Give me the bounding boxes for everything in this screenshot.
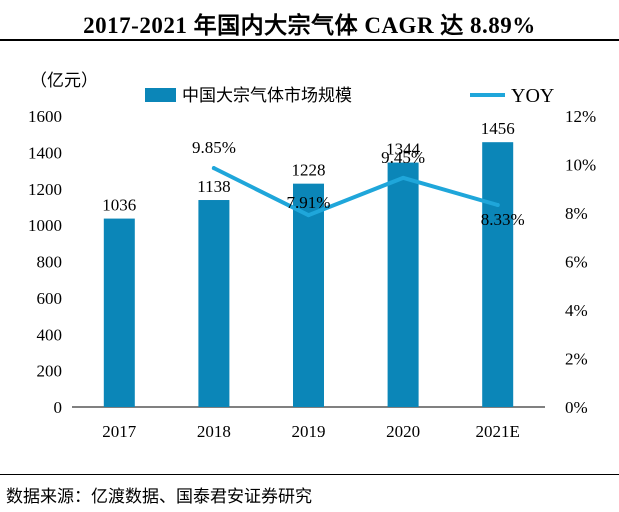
- x-tick-label: 2019: [292, 422, 326, 441]
- y-right-tick-label: 12%: [565, 107, 596, 126]
- yoy-point: [211, 166, 216, 171]
- yoy-point: [401, 175, 406, 180]
- y-right-tick-label: 8%: [565, 204, 588, 223]
- yoy-value-label: 9.45%: [381, 148, 425, 167]
- yoy-value-label: 7.91%: [287, 193, 331, 212]
- bar-series: [103, 142, 514, 407]
- y-right-tick-label: 0%: [565, 398, 588, 417]
- y-left-tick-label: 0: [54, 398, 63, 417]
- bar-value-label: 1456: [481, 119, 515, 138]
- y-right-tick-label: 10%: [565, 156, 596, 175]
- y-left-tick-label: 400: [37, 325, 63, 344]
- bar-value-label: 1138: [197, 177, 230, 196]
- bar-value-label: 1036: [102, 196, 136, 215]
- y-right-tick-label: 4%: [565, 301, 588, 320]
- y-left-tick-label: 1400: [28, 143, 62, 162]
- bar-value-label: 1344: [386, 140, 421, 159]
- x-tick-label: 2020: [386, 422, 420, 441]
- yoy-line: [211, 166, 500, 218]
- axes: 0 200 400 600 800 1000 1200 1400 1600 （亿元） 0% 2% 4% 6…: [28, 71, 596, 441]
- legend-line-label: YOY: [511, 85, 554, 107]
- y-right-tick-label: 2%: [565, 350, 588, 369]
- bar-2021E: [482, 142, 514, 407]
- source-divider: [0, 474, 619, 475]
- legend-bar-label: 中国大宗气体市场规模: [182, 86, 352, 105]
- yoy-value-label: 9.85%: [192, 138, 236, 157]
- legend: 中国大宗气体市场规模 YOY: [145, 85, 554, 107]
- x-tick-label: 2017: [102, 422, 137, 441]
- y-left-tick-label: 1600: [28, 107, 62, 126]
- y-left-unit-label: （亿元）: [30, 71, 98, 90]
- legend-bar-swatch: [145, 88, 176, 102]
- y-left-tick-label: 1000: [28, 216, 62, 235]
- yoy-point: [495, 202, 500, 207]
- bar-2018: [198, 200, 230, 407]
- yoy-value-label: 8.33%: [481, 210, 525, 229]
- title-divider: [0, 39, 619, 41]
- y-right-tick-label: 6%: [565, 253, 588, 272]
- combo-chart: 0 200 400 600 800 1000 1200 1400 1600 （亿元） 0% 2% 4% 6…: [28, 71, 596, 441]
- bar-value-label: 1228: [292, 161, 326, 180]
- chart-title: 2017-2021 年国内大宗气体 CAGR 达 8.89%: [83, 13, 536, 38]
- y-left-tick-label: 600: [37, 289, 63, 308]
- y-left-tick-label: 1200: [28, 180, 62, 199]
- yoy-line-series: [211, 166, 500, 218]
- source-note: 数据来源：亿渡数据、国泰君安证券研究: [6, 487, 312, 507]
- y-left-tick-label: 800: [37, 253, 63, 272]
- bar-2017: [103, 218, 135, 407]
- data-labels: 1036 1138 1228 1344 1456 9.85% 7.91% 9.45% 8.33%: [102, 119, 524, 229]
- yoy-point: [306, 213, 311, 218]
- bar-2019: [293, 183, 324, 407]
- y-left-tick-label: 200: [37, 362, 63, 381]
- bar-2020: [387, 162, 419, 407]
- x-tick-label: 2021E: [476, 422, 520, 441]
- x-tick-label: 2018: [197, 422, 231, 441]
